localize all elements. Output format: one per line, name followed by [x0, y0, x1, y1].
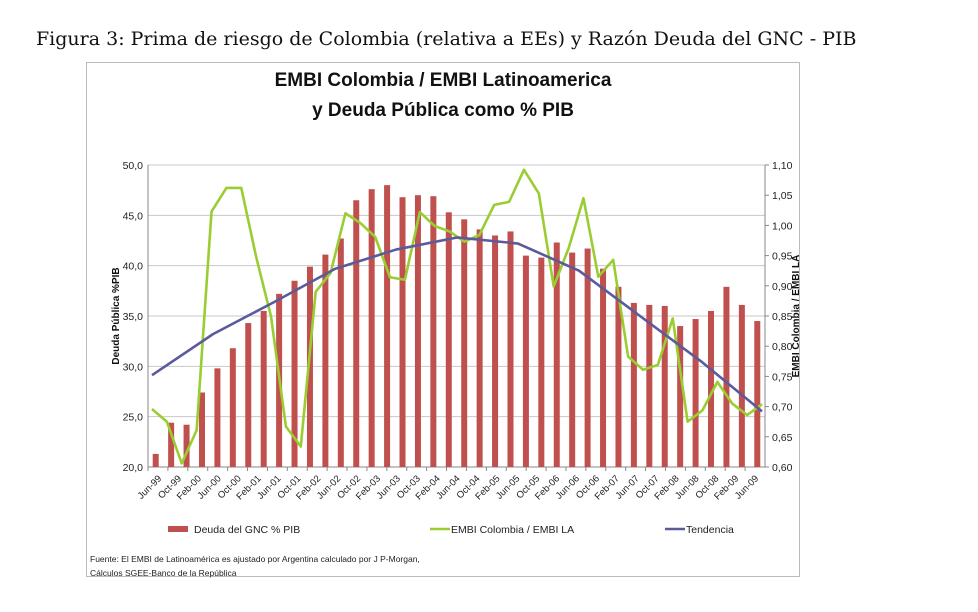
figure-caption: Figura 3: Prima de riesgo de Colombia (r… — [36, 28, 857, 50]
y-tick-left: 20,0 — [123, 462, 144, 474]
y-tick-left: 45,0 — [123, 210, 144, 222]
bar-deuda — [630, 302, 637, 467]
bar-deuda — [553, 242, 560, 467]
y-axis-title-left: Deuda Pública %PIB — [111, 267, 122, 364]
bar-deuda — [723, 286, 730, 467]
y-tick-right: 1,05 — [772, 190, 793, 202]
legend-label-2: Tendencia — [686, 524, 734, 536]
bar-deuda — [260, 310, 267, 467]
y-axis-title-right: EMBI Colombia / EMBI LA — [791, 255, 802, 378]
bar-deuda — [353, 200, 360, 467]
footnote-source: Fuente: El EMBI de Latinoamérica es ajus… — [90, 554, 420, 564]
bar-deuda — [168, 422, 175, 467]
bar-deuda — [337, 238, 344, 467]
bar-deuda — [291, 280, 298, 467]
y-tick-right: 0,65 — [772, 432, 793, 444]
y-tick-right: 0,60 — [772, 462, 793, 474]
bar-deuda — [183, 424, 190, 467]
y-tick-right: 0,85 — [772, 311, 793, 323]
bar-deuda — [476, 229, 483, 467]
y-tick-right: 1,00 — [772, 220, 793, 232]
line-tendencia — [151, 236, 763, 413]
y-tick-right: 0,90 — [772, 281, 793, 293]
bar-deuda — [461, 219, 468, 467]
bar-deuda — [399, 197, 406, 468]
chart-title-line1: EMBI Colombia / EMBI Latinoamerica — [274, 70, 612, 91]
legend-swatch-0 — [168, 526, 188, 532]
legend-label-1: EMBI Colombia / EMBI LA — [451, 524, 574, 536]
y-tick-right: 0,80 — [772, 341, 793, 353]
bar-deuda — [306, 266, 313, 467]
legend-label-0: Deuda del GNC % PIB — [194, 524, 300, 536]
y-tick-right: 1,10 — [772, 160, 793, 172]
bar-deuda — [368, 189, 375, 467]
bar-deuda — [584, 248, 591, 467]
bar-deuda — [229, 348, 236, 467]
bar-deuda — [600, 268, 607, 467]
y-tick-left: 30,0 — [123, 361, 144, 373]
bar-deuda — [322, 254, 329, 467]
bar-deuda — [661, 305, 668, 467]
y-tick-left: 40,0 — [123, 261, 144, 273]
bar-deuda — [738, 304, 745, 467]
y-tick-left: 25,0 — [123, 412, 144, 424]
bar-deuda — [198, 392, 205, 467]
bar-deuda — [214, 368, 221, 467]
bar-deuda — [754, 321, 761, 467]
footnote-calc: Cálculos SGEE-Banco de la República — [90, 568, 237, 578]
bar-deuda — [492, 235, 499, 467]
line-embi — [151, 168, 763, 465]
bar-deuda — [445, 212, 452, 467]
y-tick-left: 35,0 — [123, 311, 144, 323]
bar-deuda — [522, 255, 529, 467]
bar-deuda — [414, 195, 421, 467]
y-tick-right: 0,95 — [772, 251, 793, 263]
bar-deuda — [384, 185, 391, 467]
bar-deuda — [430, 196, 437, 467]
bar-deuda — [245, 323, 252, 467]
y-tick-right: 0,70 — [772, 402, 793, 414]
bar-deuda — [538, 257, 545, 467]
bar-deuda — [615, 286, 622, 467]
bar-deuda — [692, 319, 699, 467]
bar-deuda — [677, 326, 684, 467]
chart-frame — [86, 62, 800, 577]
y-tick-right: 0,75 — [772, 371, 793, 383]
bar-deuda — [152, 453, 159, 467]
bar-deuda — [708, 310, 715, 467]
chart-title-line2: y Deuda Pública como % PIB — [312, 100, 574, 121]
bar-deuda — [646, 304, 653, 467]
bar-deuda — [569, 252, 576, 467]
bar-deuda — [507, 231, 514, 467]
y-tick-left: 50,0 — [123, 160, 144, 172]
